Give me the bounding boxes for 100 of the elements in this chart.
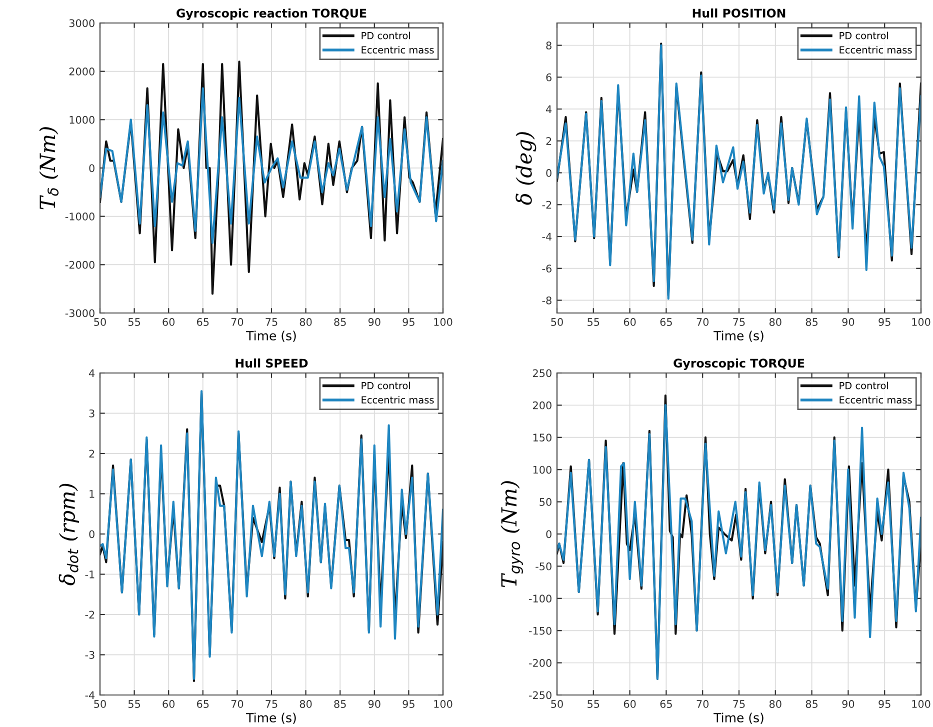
x-tick-label: 55 bbox=[128, 700, 140, 708]
legend-label: Eccentric mass bbox=[840, 46, 912, 54]
y-axis-title: T$_{δ}$ (Nm) bbox=[39, 127, 59, 210]
x-tick-label: 75 bbox=[266, 700, 278, 708]
legend-label: Eccentric mass bbox=[362, 396, 434, 404]
x-tick-label: 80 bbox=[769, 700, 782, 708]
y-tick-label: -8 bbox=[542, 296, 552, 304]
x-tick-label: 75 bbox=[733, 318, 745, 326]
x-tick-label: 100 bbox=[912, 318, 930, 326]
legend-label: PD control bbox=[362, 382, 410, 390]
x-axis-title: Time (s) bbox=[246, 330, 296, 342]
x-tick-label: 90 bbox=[842, 700, 854, 708]
legend-label: Eccentric mass bbox=[840, 396, 912, 404]
y-tick-label: 2 bbox=[89, 450, 94, 458]
x-tick-label: 50 bbox=[94, 700, 106, 708]
chart-title: Gyroscopic TORQUE bbox=[674, 358, 804, 370]
y-tick-label: 250 bbox=[533, 369, 552, 378]
y-tick-label: -250 bbox=[529, 691, 552, 700]
x-tick-label: 80 bbox=[300, 700, 312, 708]
y-tick-label: -100 bbox=[529, 594, 552, 603]
y-tick-label: -2 bbox=[542, 200, 552, 209]
x-tick-label: 95 bbox=[878, 700, 890, 708]
x-tick-label: 55 bbox=[588, 700, 600, 708]
y-tick-label: -1 bbox=[85, 570, 94, 578]
y-tick-label: -3 bbox=[85, 650, 94, 659]
y-axis-title: δ (deg) bbox=[516, 132, 536, 205]
line-series bbox=[100, 87, 443, 244]
line-series bbox=[100, 60, 443, 295]
x-tick-label: 65 bbox=[660, 700, 672, 708]
x-tick-label: 70 bbox=[696, 318, 709, 326]
x-axis-title: Time (s) bbox=[714, 712, 764, 724]
chart-title: Hull SPEED bbox=[236, 358, 308, 368]
y-tick-label: -3000 bbox=[65, 309, 94, 318]
y-tick-label: 150 bbox=[533, 434, 552, 442]
y-axis-title: δ$_{dot}$ (rpm) bbox=[58, 484, 80, 586]
x-tick-label: 90 bbox=[368, 700, 380, 708]
y-tick-label: 100 bbox=[533, 466, 552, 474]
x-tick-label: 90 bbox=[842, 318, 854, 326]
x-tick-label: 95 bbox=[402, 700, 414, 708]
y-tick-label: 4 bbox=[89, 369, 95, 377]
x-tick-label: 80 bbox=[300, 318, 312, 326]
x-tick-label: 60 bbox=[162, 700, 175, 708]
x-tick-label: 50 bbox=[551, 318, 563, 326]
y-tick-label: 0 bbox=[546, 530, 552, 538]
y-tick-label: -2000 bbox=[65, 260, 94, 269]
chart-title: Gyroscopic reaction TORQUE bbox=[176, 8, 366, 20]
y-tick-label: -4 bbox=[85, 691, 95, 699]
y-tick-label: 2000 bbox=[69, 68, 94, 76]
y-tick-label: 8 bbox=[546, 42, 552, 50]
legend-label: Eccentric mass bbox=[362, 46, 434, 54]
x-tick-label: 65 bbox=[197, 318, 209, 326]
x-axis-title: Time (s) bbox=[246, 712, 296, 724]
x-tick-label: 55 bbox=[588, 318, 600, 326]
x-tick-label: 85 bbox=[806, 700, 818, 708]
x-tick-label: 75 bbox=[733, 700, 745, 708]
x-tick-label: 65 bbox=[197, 700, 209, 708]
x-tick-label: 50 bbox=[94, 318, 106, 326]
x-tick-label: 90 bbox=[368, 318, 380, 326]
x-tick-label: 80 bbox=[769, 318, 782, 326]
x-tick-label: 95 bbox=[878, 318, 890, 326]
y-tick-label: 0 bbox=[89, 530, 94, 538]
y-tick-label: 3 bbox=[89, 409, 94, 418]
x-tick-label: 100 bbox=[434, 318, 452, 326]
y-tick-label: -4 bbox=[542, 232, 552, 240]
y-tick-label: -1000 bbox=[65, 212, 94, 220]
x-tick-label: 60 bbox=[624, 318, 636, 326]
x-tick-label: 60 bbox=[162, 318, 175, 326]
x-tick-label: 65 bbox=[660, 318, 672, 326]
y-tick-label: 6 bbox=[546, 73, 552, 82]
y-tick-label: -150 bbox=[529, 626, 552, 635]
y-tick-label: 1000 bbox=[70, 116, 94, 124]
y-tick-label: 3000 bbox=[69, 19, 94, 28]
legend-label: PD control bbox=[362, 32, 410, 40]
x-tick-label: 60 bbox=[624, 700, 636, 708]
x-tick-label: 85 bbox=[334, 700, 346, 708]
y-tick-label: -50 bbox=[536, 562, 552, 570]
x-axis-title: Time (s) bbox=[714, 330, 764, 342]
legend-label: PD control bbox=[840, 382, 888, 390]
y-tick-label: 200 bbox=[533, 401, 552, 410]
x-tick-label: 100 bbox=[912, 700, 930, 708]
x-tick-label: 75 bbox=[266, 318, 278, 326]
legend-label: PD control bbox=[840, 32, 888, 40]
x-tick-label: 95 bbox=[402, 318, 414, 326]
y-tick-label: 50 bbox=[540, 498, 552, 506]
x-tick-label: 55 bbox=[128, 318, 140, 326]
x-tick-label: 70 bbox=[231, 318, 244, 326]
x-tick-label: 100 bbox=[434, 700, 452, 708]
y-tick-label: 2 bbox=[546, 137, 552, 145]
x-tick-label: 50 bbox=[551, 700, 563, 708]
y-tick-label: 0 bbox=[89, 164, 94, 172]
y-tick-label: -2 bbox=[85, 610, 94, 618]
y-tick-label: 4 bbox=[546, 105, 552, 113]
x-tick-label: 70 bbox=[696, 700, 709, 708]
y-tick-label: 0 bbox=[546, 169, 552, 177]
x-tick-label: 85 bbox=[806, 318, 818, 326]
x-tick-label: 85 bbox=[334, 318, 346, 326]
y-tick-label: -200 bbox=[529, 659, 552, 667]
x-tick-label: 70 bbox=[231, 700, 244, 708]
y-tick-label: 1 bbox=[90, 490, 94, 498]
y-axis-title: T$_{gyro}$ (Nm) bbox=[500, 481, 523, 588]
